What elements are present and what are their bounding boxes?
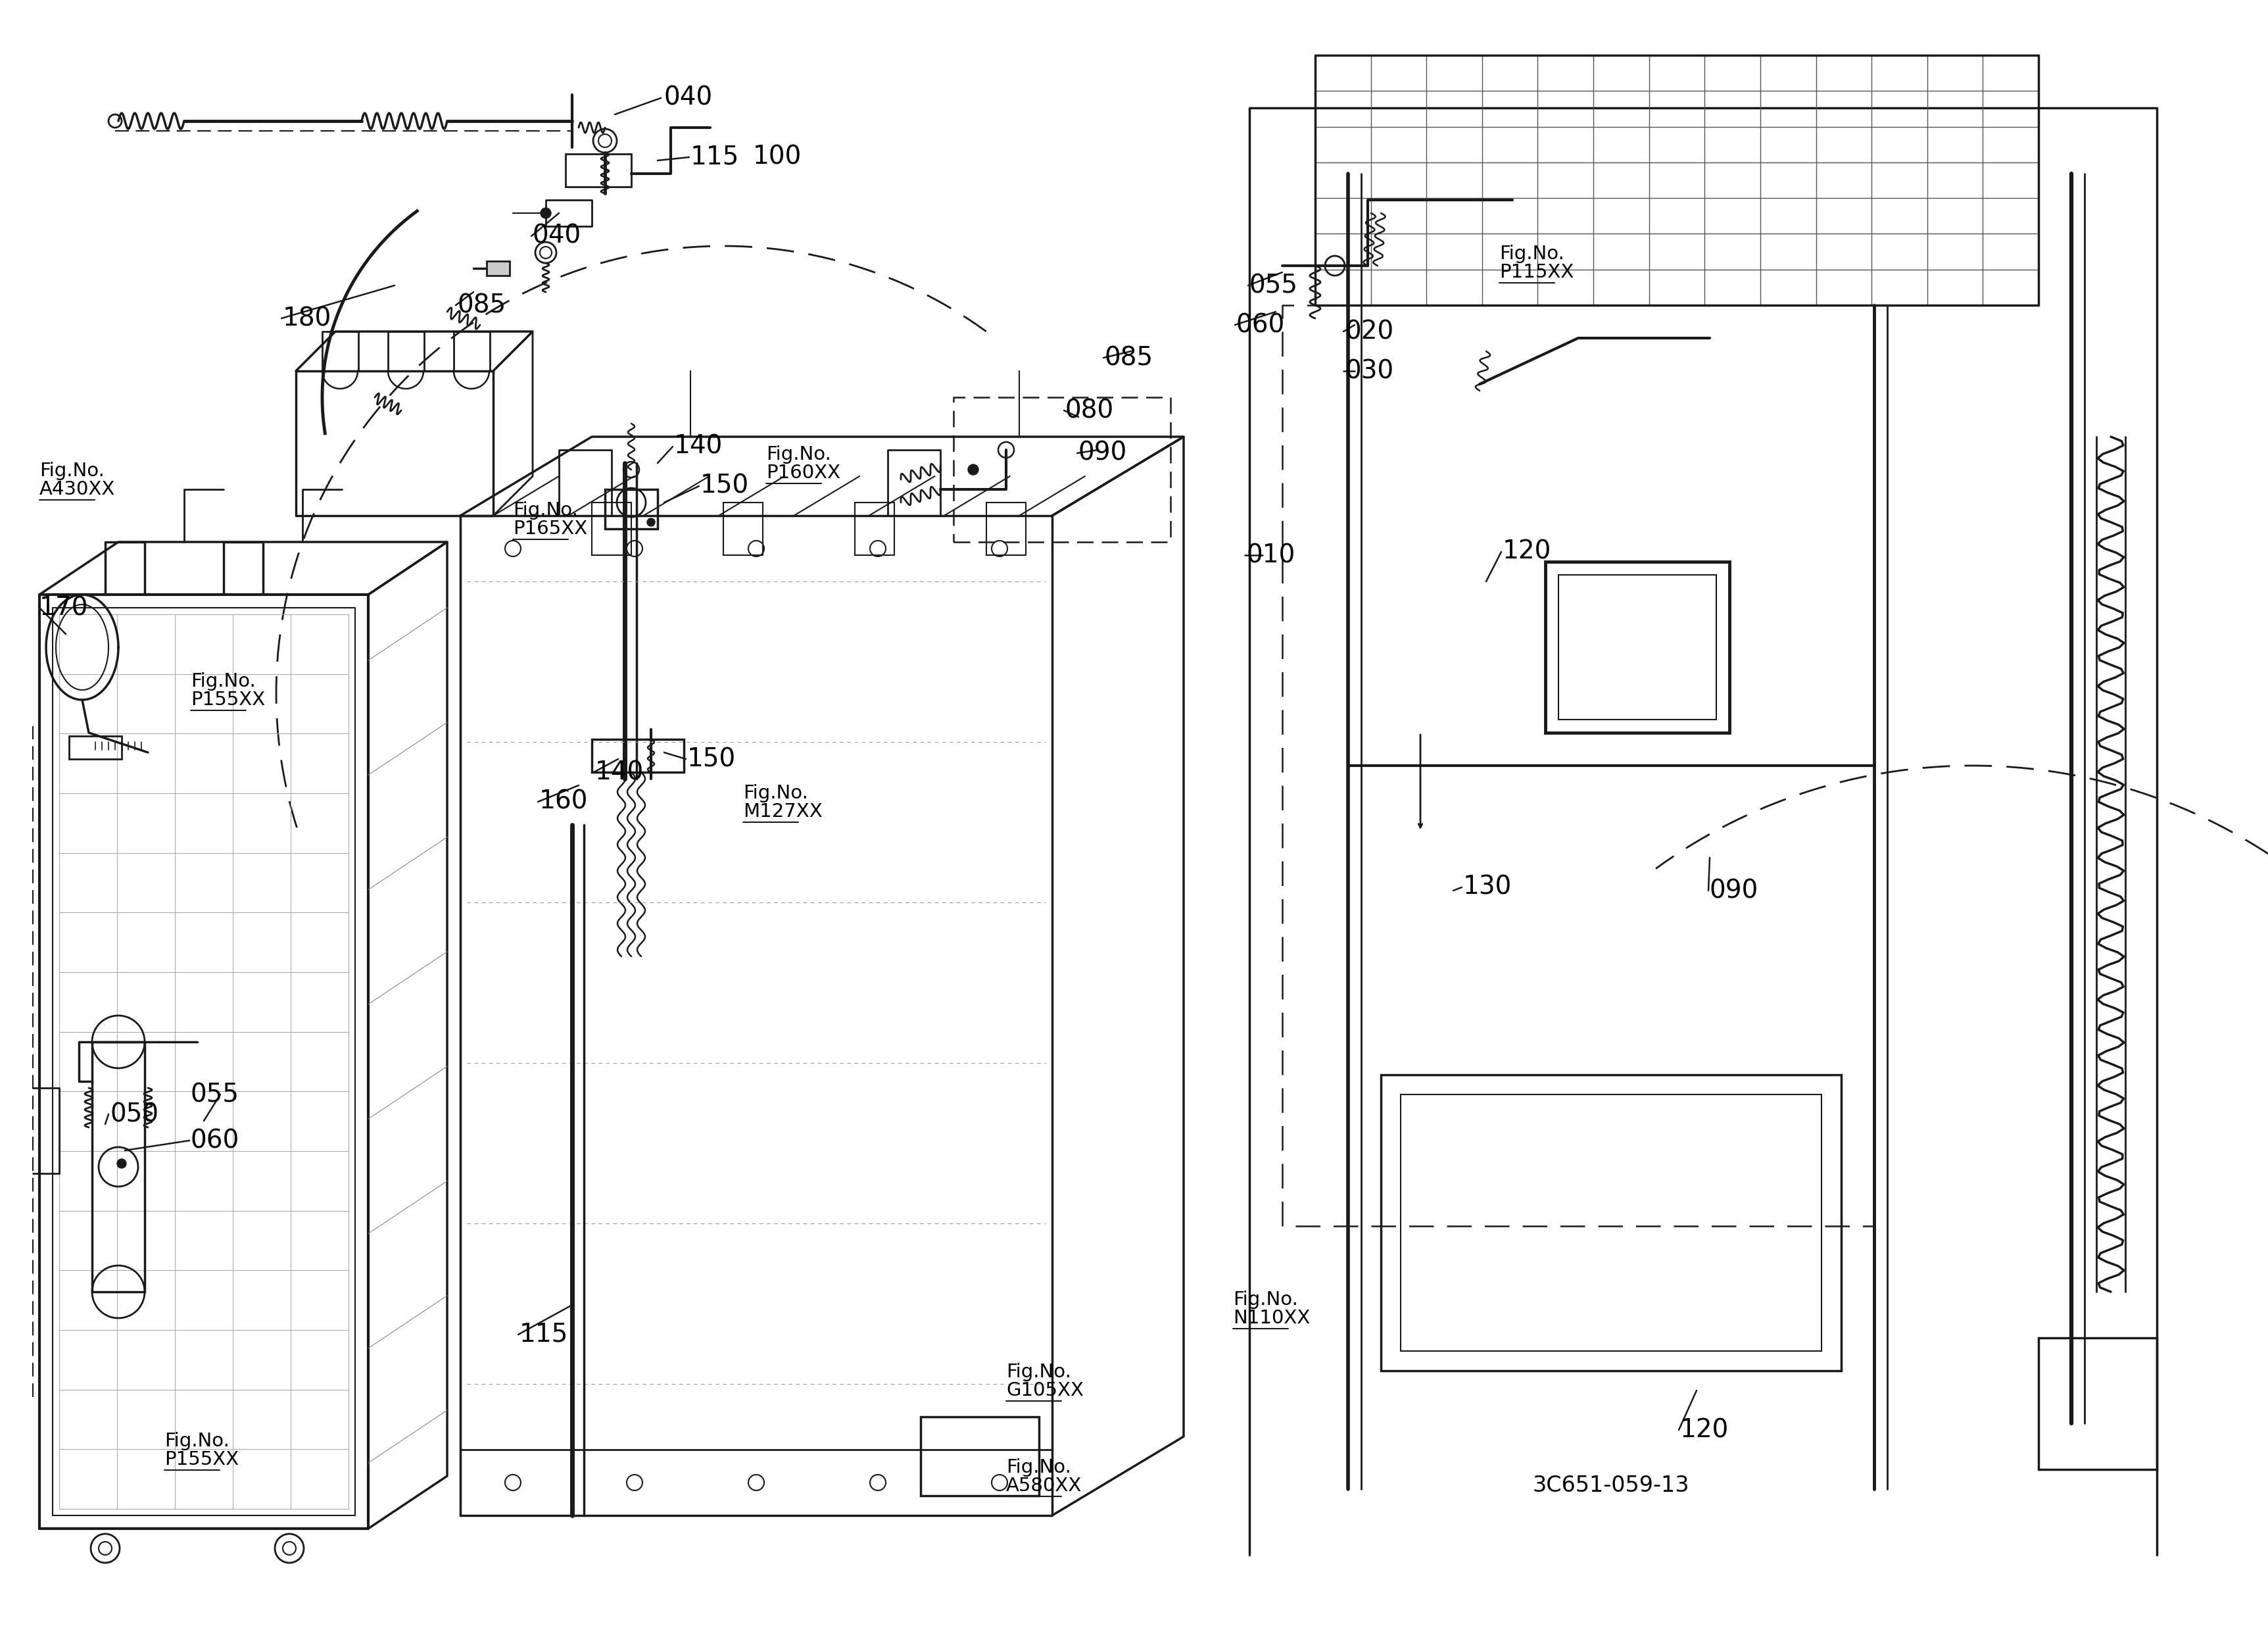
- Text: Fig.No.: Fig.No.: [513, 501, 578, 519]
- Text: 080: 080: [1066, 399, 1114, 423]
- Text: 010: 010: [1245, 542, 1295, 568]
- Text: 140: 140: [594, 759, 644, 784]
- Circle shape: [646, 519, 655, 525]
- Bar: [723, 502, 762, 555]
- Text: P165XX: P165XX: [513, 519, 587, 539]
- Text: 090: 090: [1080, 441, 1127, 466]
- Bar: [488, 262, 510, 275]
- Text: 3C651-059-13: 3C651-059-13: [1533, 1476, 1690, 1497]
- Bar: [93, 1043, 145, 1291]
- Text: 085: 085: [1105, 346, 1154, 371]
- Bar: [1545, 562, 1730, 733]
- Circle shape: [540, 208, 551, 219]
- Text: 180: 180: [284, 306, 331, 331]
- Text: Fig.No.: Fig.No.: [191, 672, 256, 690]
- Text: 060: 060: [191, 1128, 240, 1153]
- Text: 055: 055: [1250, 273, 1297, 298]
- Text: 030: 030: [1345, 359, 1393, 384]
- Text: 115: 115: [519, 1323, 569, 1347]
- Text: P155XX: P155XX: [163, 1451, 238, 1469]
- Bar: [2039, 1337, 2157, 1469]
- Bar: [68, 736, 122, 759]
- Text: 140: 140: [674, 435, 723, 460]
- Text: Fig.No.: Fig.No.: [744, 784, 807, 802]
- Text: 100: 100: [753, 145, 803, 170]
- Text: Fig.No.: Fig.No.: [39, 461, 104, 481]
- Circle shape: [118, 1159, 127, 1168]
- Text: 055: 055: [191, 1082, 240, 1107]
- Bar: [592, 502, 631, 555]
- Bar: [855, 502, 894, 555]
- Text: 170: 170: [39, 595, 88, 621]
- Text: 040: 040: [533, 224, 581, 249]
- Bar: [1558, 575, 1717, 720]
- Text: P160XX: P160XX: [767, 464, 841, 483]
- Text: 090: 090: [1710, 878, 1758, 903]
- Bar: [592, 740, 685, 772]
- Text: 160: 160: [540, 789, 587, 814]
- Bar: [565, 153, 631, 186]
- Text: 120: 120: [1504, 539, 1551, 565]
- Text: Fig.No.: Fig.No.: [163, 1431, 229, 1451]
- Text: 085: 085: [458, 293, 506, 318]
- Text: 050: 050: [109, 1102, 159, 1127]
- Text: 150: 150: [687, 746, 737, 771]
- Text: 020: 020: [1345, 320, 1393, 344]
- Text: 060: 060: [1236, 313, 1286, 338]
- Text: Fig.No.: Fig.No.: [1007, 1362, 1070, 1382]
- Text: M127XX: M127XX: [744, 802, 823, 820]
- Text: 040: 040: [665, 86, 712, 110]
- Text: Fig.No.: Fig.No.: [1234, 1291, 1297, 1309]
- Bar: [606, 489, 658, 529]
- Text: 120: 120: [1681, 1418, 1728, 1443]
- Text: P155XX: P155XX: [191, 690, 265, 710]
- Text: N110XX: N110XX: [1234, 1309, 1311, 1327]
- Bar: [921, 1416, 1039, 1495]
- Circle shape: [968, 464, 978, 474]
- Bar: [1381, 1075, 1842, 1370]
- Bar: [1402, 1095, 1821, 1351]
- Text: 130: 130: [1463, 875, 1513, 899]
- Text: A430XX: A430XX: [39, 481, 116, 499]
- Text: A580XX: A580XX: [1007, 1477, 1082, 1495]
- Text: Fig.No.: Fig.No.: [1007, 1458, 1070, 1477]
- Text: 150: 150: [701, 474, 748, 499]
- Text: Fig.No.: Fig.No.: [767, 445, 830, 464]
- Text: 115: 115: [689, 145, 739, 170]
- Text: P115XX: P115XX: [1499, 264, 1574, 282]
- Text: G105XX: G105XX: [1007, 1382, 1084, 1400]
- Bar: [987, 502, 1025, 555]
- Text: Fig.No.: Fig.No.: [1499, 245, 1565, 264]
